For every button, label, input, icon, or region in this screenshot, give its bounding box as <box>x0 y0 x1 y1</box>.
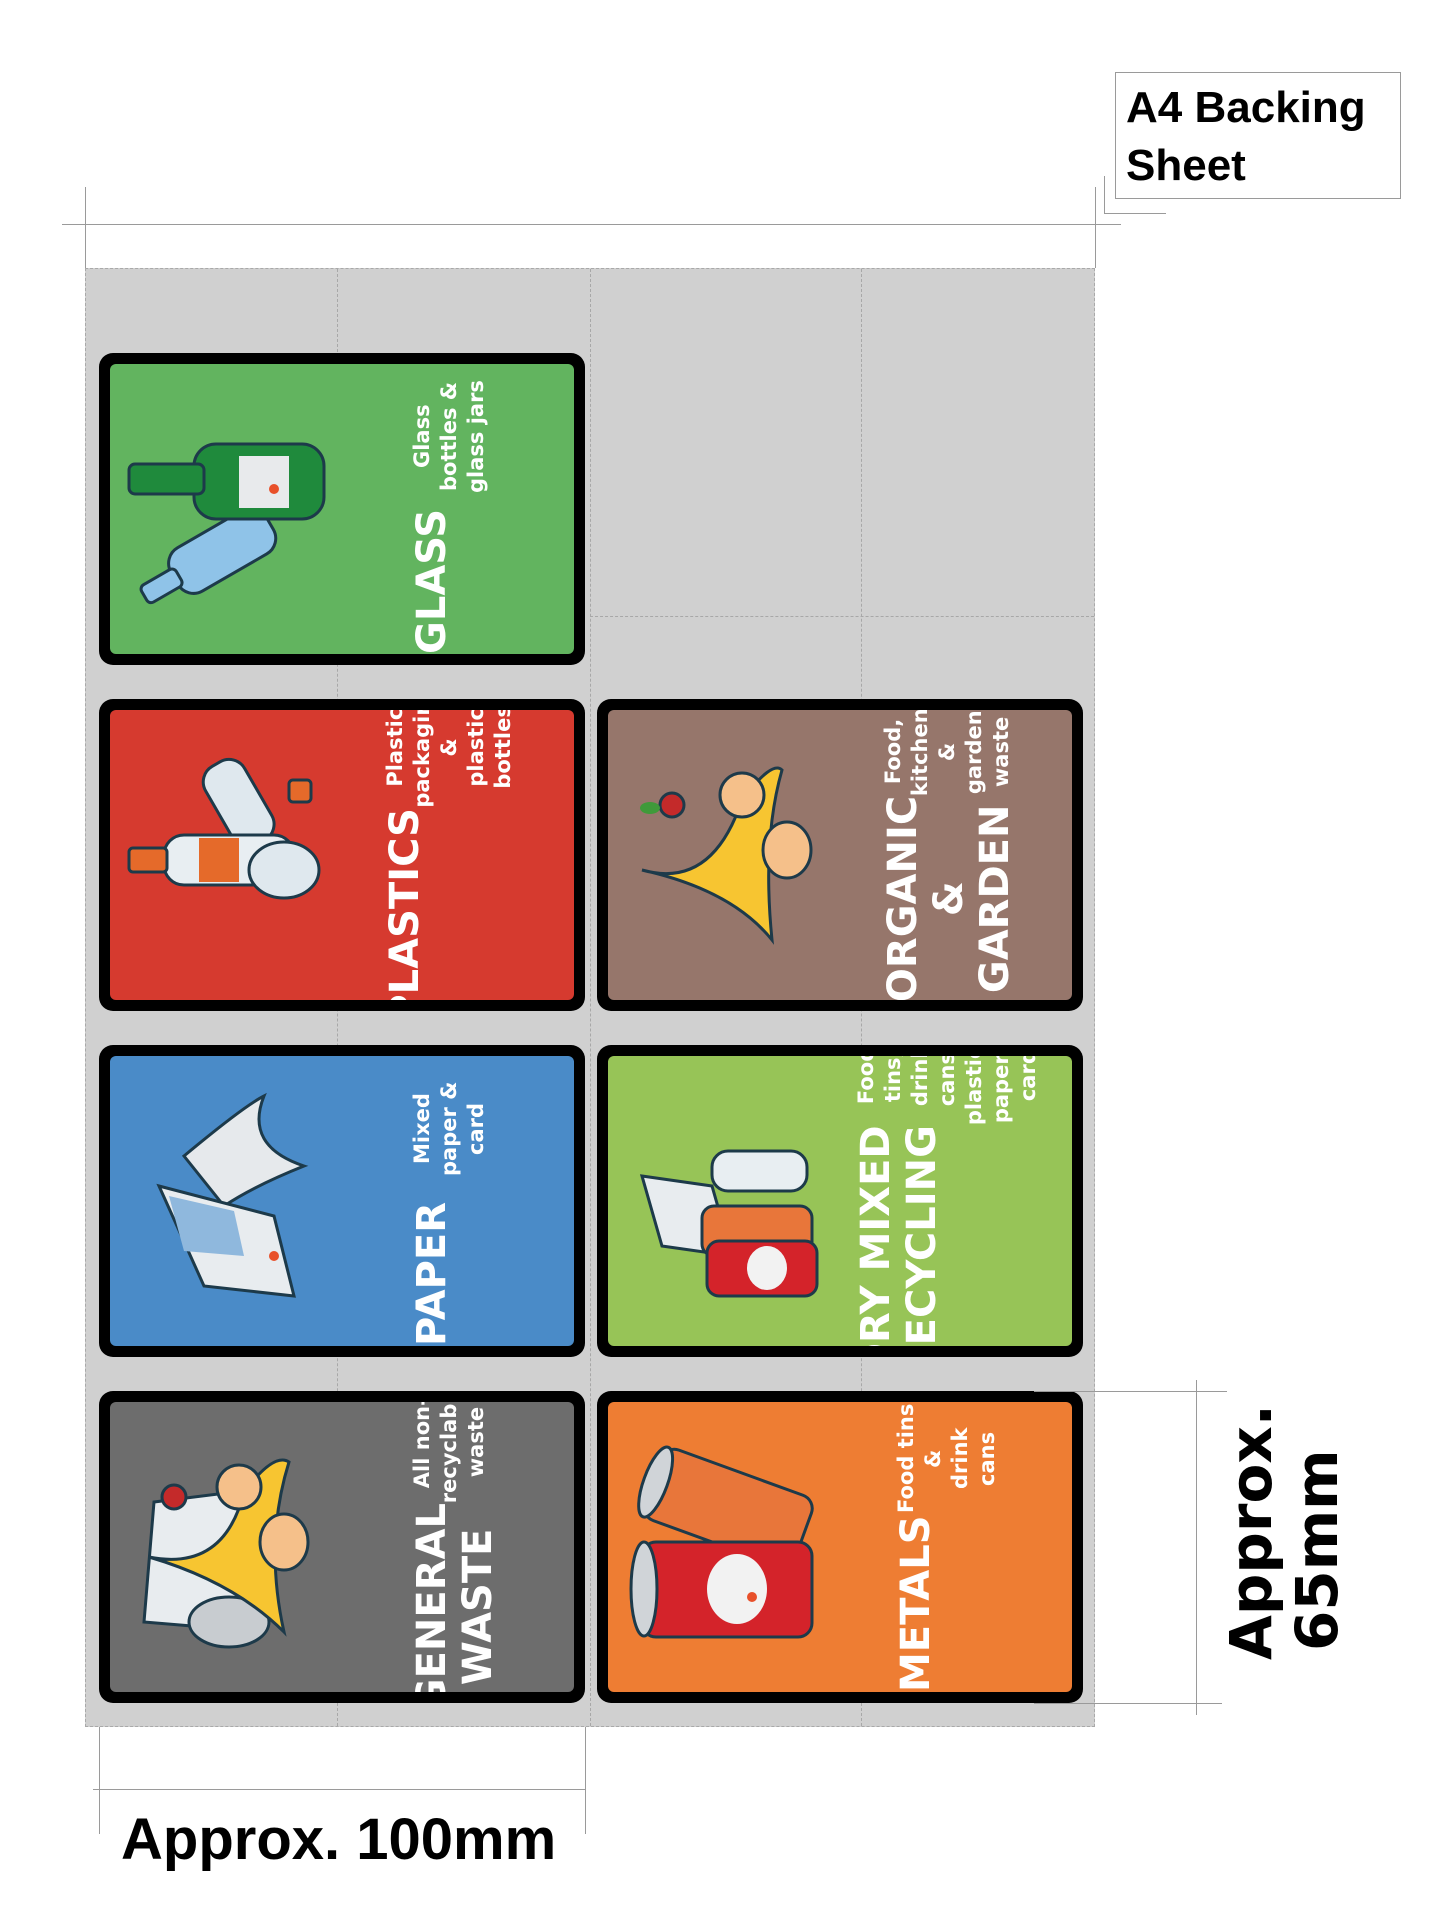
dimension-tick <box>1034 1703 1222 1704</box>
width-dimension-label: Approx. 100mm <box>121 1807 557 1872</box>
a4-backing-sheet-label: A4 Backing Sheet <box>1115 72 1401 199</box>
height-dimension-label: Approx. 65mm <box>1217 1404 1351 1660</box>
card-title: PAPER <box>408 1201 455 1346</box>
card-subtitle: Food, kitchen & garden waste <box>880 710 1013 796</box>
dimension-tick <box>1095 187 1096 268</box>
card-dry-mixed-recycling: DRY MIXED RECYCLING Food tins, drink can… <box>597 1045 1083 1357</box>
dimension-tick <box>1104 213 1166 214</box>
card-paper: PAPER Mixed paper & card <box>99 1045 585 1357</box>
dimension-line-top <box>62 224 1121 225</box>
card-title: GENERAL WASTE <box>408 1503 501 1692</box>
card-subtitle: Mixed paper & card <box>409 1081 488 1177</box>
general-waste-illustration <box>142 1458 310 1649</box>
mixed-recycling-illustration <box>639 1149 819 1298</box>
dimension-line-bottom <box>93 1789 585 1790</box>
dimension-tick <box>585 1727 586 1834</box>
card-organic-garden: ORGANIC & GARDEN Food, kitchen & garden … <box>597 699 1083 1011</box>
card-general-waste: GENERAL WASTE All non-recyclable waste <box>99 1391 585 1703</box>
card-plastics: PLASTICS Plastic packaging & plastic bot… <box>99 699 585 1011</box>
card-subtitle: Food tins, drink cans, plastics, paper &… <box>853 1056 1040 1126</box>
newspaper-illustration <box>156 1092 309 1298</box>
card-glass: GLASS Glass bottles & glass jars <box>99 353 585 665</box>
card-title: METALS <box>893 1515 939 1692</box>
card-title: ORGANIC & GARDEN <box>879 795 1018 1000</box>
plastic-bottles-illustration <box>127 757 321 900</box>
drink-cans-illustration <box>629 1445 814 1639</box>
card-subtitle: Food tins & drink cans <box>894 1404 999 1514</box>
card-title: PLASTICS <box>381 808 428 1000</box>
card-subtitle: All non-recyclable waste <box>409 1402 488 1504</box>
dimension-tick <box>1104 176 1105 214</box>
food-waste-illustration <box>640 766 813 945</box>
card-metals: METALS Food tins & drink cans <box>597 1391 1083 1703</box>
card-subtitle: Glass bottles & glass jars <box>409 379 488 493</box>
card-title: DRY MIXED RECYCLING <box>852 1125 945 1346</box>
card-title: GLASS <box>408 508 455 654</box>
dimension-tick <box>99 1727 100 1834</box>
dimension-tick <box>1034 1391 1227 1392</box>
glass-bottles-illustration <box>127 442 326 605</box>
dimension-line-right <box>1196 1380 1197 1715</box>
card-subtitle: Plastic packaging & plastic bottles <box>382 710 515 809</box>
dimension-tick <box>85 187 86 268</box>
